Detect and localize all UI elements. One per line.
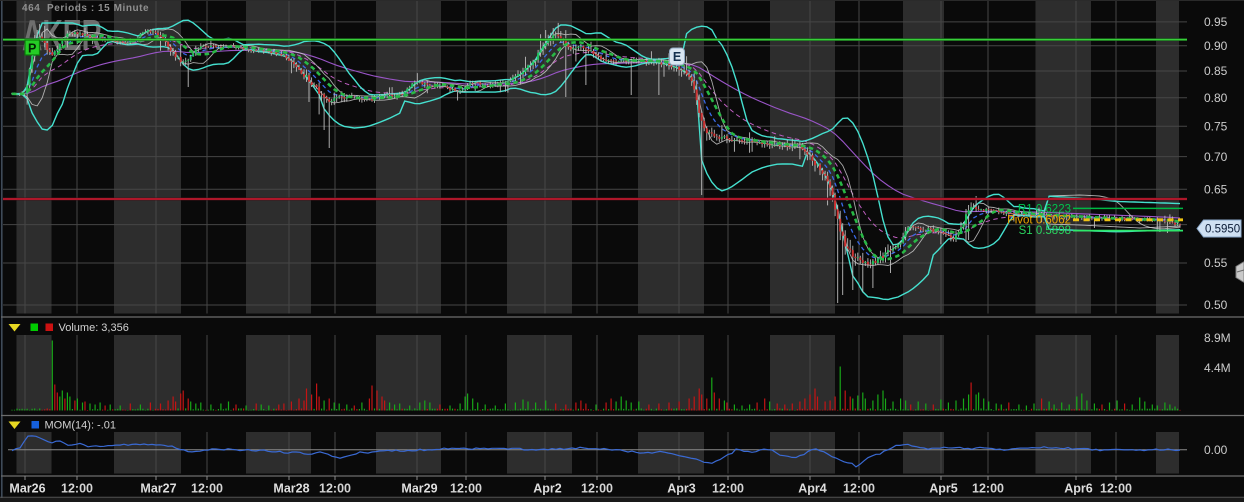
svg-text:0.80: 0.80 — [1204, 91, 1228, 105]
svg-text:E: E — [673, 50, 681, 64]
svg-text:Apr5: Apr5 — [929, 481, 958, 495]
svg-text:12:00: 12:00 — [581, 481, 613, 495]
svg-text:Mar29: Mar29 — [401, 481, 437, 495]
svg-text:0.5950: 0.5950 — [1205, 224, 1240, 236]
svg-text:Mar27: Mar27 — [140, 481, 176, 495]
svg-text:Mar28: Mar28 — [273, 481, 309, 495]
svg-text:0.70: 0.70 — [1204, 150, 1228, 164]
svg-text:0.55: 0.55 — [1204, 256, 1228, 270]
svg-text:Pivot 0.6062: Pivot 0.6062 — [1007, 215, 1071, 227]
svg-text:12:00: 12:00 — [450, 481, 482, 495]
svg-text:464 Periods : 15 Minute: 464 Periods : 15 Minute — [22, 3, 149, 14]
svg-text:P: P — [28, 41, 36, 55]
svg-text:Volume: 3,356: Volume: 3,356 — [59, 322, 129, 334]
svg-text:Apr6: Apr6 — [1064, 481, 1093, 495]
svg-text:Apr4: Apr4 — [798, 481, 827, 495]
svg-text:12:00: 12:00 — [61, 481, 93, 495]
svg-text:R1 0.6223: R1 0.6223 — [1018, 204, 1071, 216]
svg-text:12:00: 12:00 — [843, 481, 875, 495]
svg-text:0.50: 0.50 — [1204, 298, 1228, 312]
svg-text:Apr2: Apr2 — [533, 481, 562, 495]
svg-text:12:00: 12:00 — [191, 481, 223, 495]
svg-text:4.4M: 4.4M — [1204, 361, 1231, 375]
svg-text:Mar26: Mar26 — [9, 481, 45, 495]
svg-text:12:00: 12:00 — [972, 481, 1004, 495]
svg-text:MOM(14): -.01: MOM(14): -.01 — [45, 420, 117, 432]
svg-text:0.75: 0.75 — [1204, 119, 1228, 133]
svg-text:Apr3: Apr3 — [667, 481, 696, 495]
svg-text:0.65: 0.65 — [1204, 183, 1228, 197]
svg-text:12:00: 12:00 — [319, 481, 351, 495]
svg-text:12:00: 12:00 — [712, 481, 744, 495]
svg-text:0.85: 0.85 — [1204, 64, 1228, 78]
svg-text:0.00: 0.00 — [1204, 443, 1228, 457]
svg-text:0.95: 0.95 — [1204, 15, 1228, 29]
svg-text:8.9M: 8.9M — [1204, 331, 1231, 345]
svg-text:12:00: 12:00 — [1100, 481, 1132, 495]
svg-text:0.90: 0.90 — [1204, 39, 1228, 53]
svg-text:S1 0.5898: S1 0.5898 — [1019, 225, 1071, 237]
